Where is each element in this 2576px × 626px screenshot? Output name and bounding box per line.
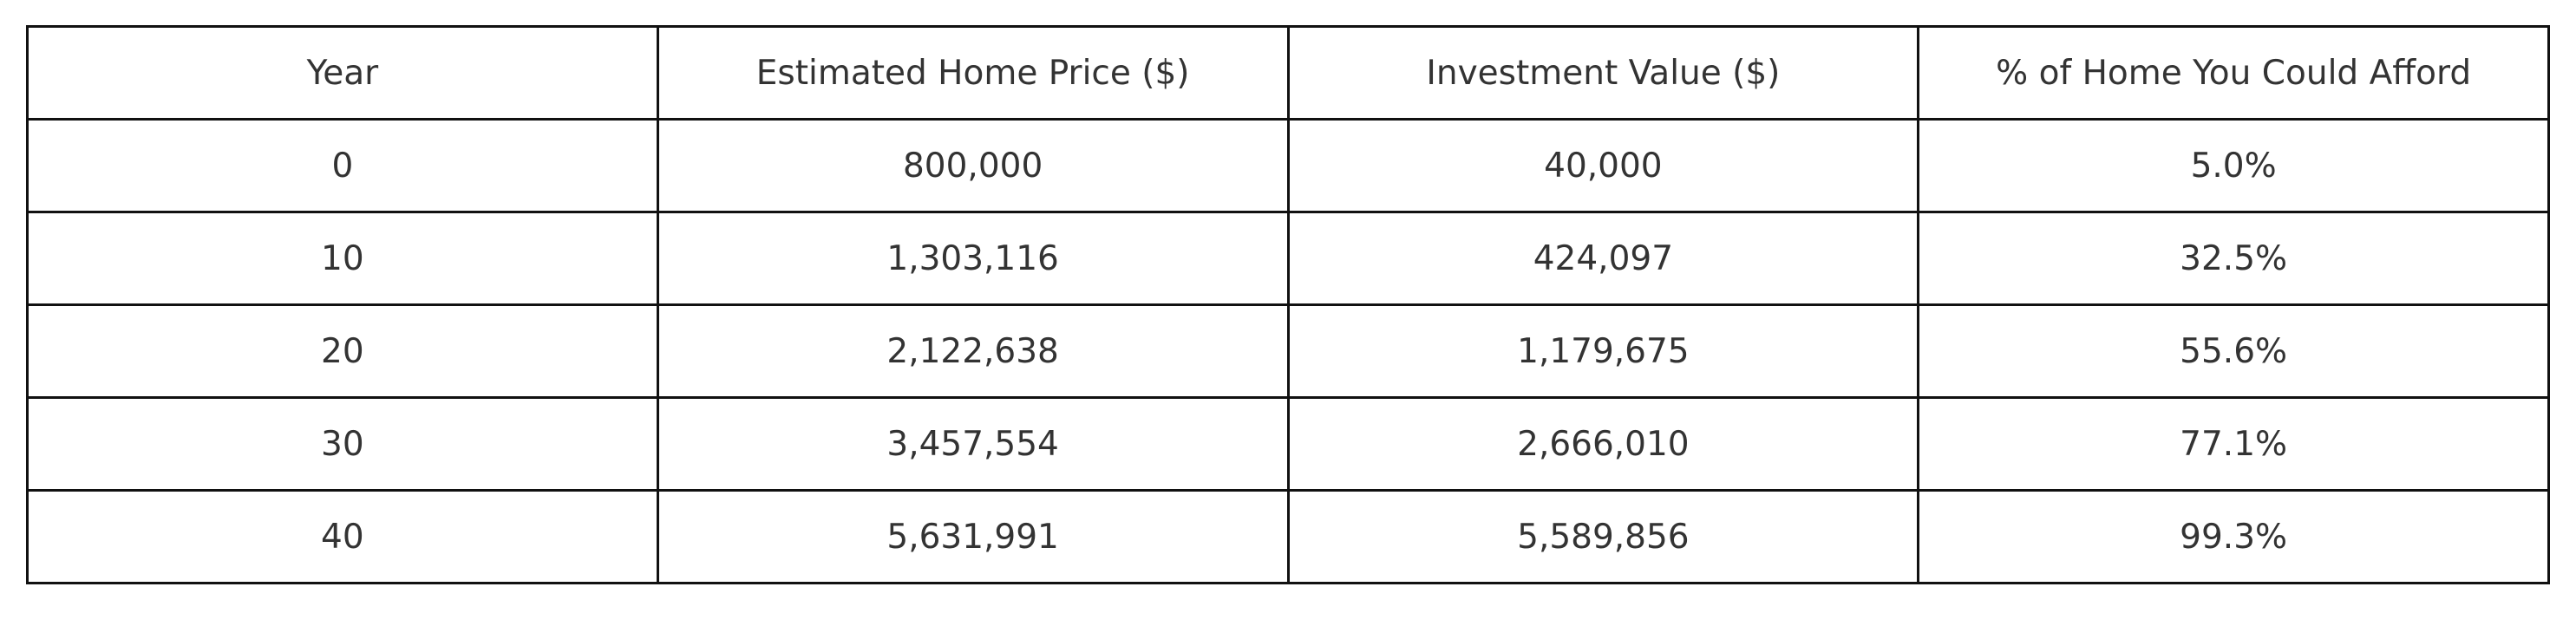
- table-cell: 1,179,675: [1286, 303, 1920, 399]
- table-cell: 32.5%: [1917, 211, 2550, 306]
- table-row: 20 2,122,638 1,179,675 55.6%: [26, 303, 2550, 399]
- table-row: 10 1,303,116 424,097 32.5%: [26, 211, 2550, 306]
- header-cell: Investment Value ($): [1286, 25, 1920, 121]
- table-head: Year Estimated Home Price ($) Investment V…: [26, 25, 2550, 121]
- table-cell: 1,303,116: [656, 211, 1290, 306]
- header-row: Year Estimated Home Price ($) Investment V…: [26, 25, 2550, 121]
- header-cell: Year: [26, 25, 659, 121]
- table-container: Year Estimated Home Price ($) Investment V…: [26, 25, 2550, 584]
- header-cell: % of Home You Could Afford: [1917, 25, 2550, 121]
- table-cell: 5,589,856: [1286, 489, 1920, 584]
- table-cell: 5,631,991: [656, 489, 1290, 584]
- table-cell: 5.0%: [1917, 118, 2550, 213]
- table-row: 40 5,631,991 5,589,856 99.3%: [26, 489, 2550, 584]
- table-cell: 20: [26, 303, 659, 399]
- table-cell: 40,000: [1286, 118, 1920, 213]
- table-cell: 3,457,554: [656, 396, 1290, 492]
- table-cell: 424,097: [1286, 211, 1920, 306]
- table-row: 0 800,000 40,000 5.0%: [26, 118, 2550, 213]
- table-cell: 800,000: [656, 118, 1290, 213]
- header-cell: Estimated Home Price ($): [656, 25, 1290, 121]
- table-cell: 30: [26, 396, 659, 492]
- table-row: 30 3,457,554 2,666,010 77.1%: [26, 396, 2550, 492]
- table-cell: 77.1%: [1917, 396, 2550, 492]
- table-cell: 2,122,638: [656, 303, 1290, 399]
- table-cell: 99.3%: [1917, 489, 2550, 584]
- table-cell: 0: [26, 118, 659, 213]
- table-cell: 40: [26, 489, 659, 584]
- table: Year Estimated Home Price ($) Investment V…: [26, 25, 2550, 584]
- table-body: 0 800,000 40,000 5.0% 10 1,303,116 424,097 32.5…: [26, 118, 2550, 584]
- table-cell: 10: [26, 211, 659, 306]
- table-cell: 55.6%: [1917, 303, 2550, 399]
- table-cell: 2,666,010: [1286, 396, 1920, 492]
